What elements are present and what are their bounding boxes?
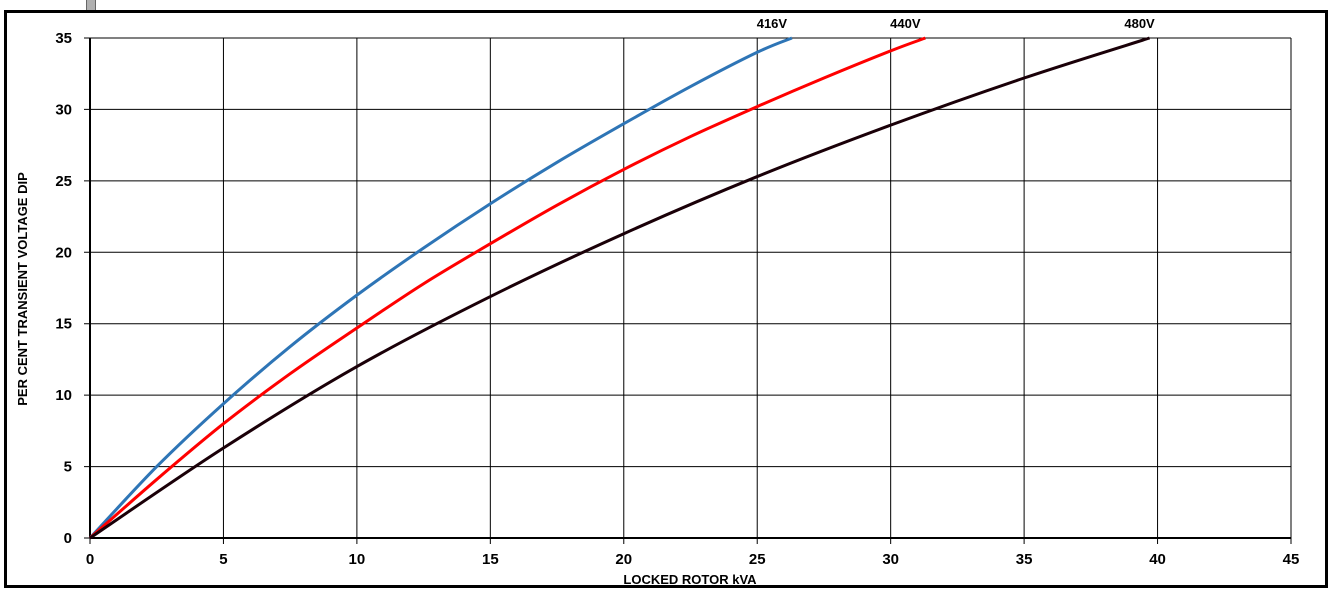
y-tick-label-30: 30 — [55, 101, 72, 118]
x-tick-label-25: 25 — [749, 551, 766, 568]
x-tick-label-0: 0 — [86, 551, 94, 568]
x-tick-label-15: 15 — [482, 551, 499, 568]
series-line-440V — [89, 36, 926, 540]
series-line-480V — [89, 36, 1151, 540]
y-tick-label-35: 35 — [55, 30, 72, 47]
y-tick-label-10: 10 — [55, 387, 72, 404]
y-tick-label-25: 25 — [55, 173, 72, 190]
x-tick-label-30: 30 — [882, 551, 899, 568]
chart-frame — [4, 10, 1328, 588]
grid — [84, 37, 1292, 544]
series-label-440V: 440V — [890, 16, 921, 31]
y-tick-label-20: 20 — [55, 244, 72, 261]
series-line-416V — [88, 36, 793, 540]
y-axis-title: PER CENT TRANSIENT VOLTAGE DIP — [15, 172, 30, 406]
x-tick-label-5: 5 — [219, 551, 227, 568]
x-tick-label-45: 45 — [1283, 551, 1300, 568]
series-label-416V: 416V — [757, 16, 788, 31]
series-labels: 416V 440V 480V — [757, 16, 1155, 31]
y-tick-label-0: 0 — [64, 530, 72, 547]
x-tick-label-35: 35 — [1016, 551, 1033, 568]
x-axis-title: LOCKED ROTOR kVA — [623, 572, 757, 587]
window-tab-handle — [86, 0, 96, 12]
y-tick-label-15: 15 — [55, 316, 72, 333]
series-lines — [88, 36, 1151, 540]
y-tick-label-5: 5 — [64, 459, 72, 476]
x-tick-label-40: 40 — [1149, 551, 1166, 568]
series-label-480V: 480V — [1124, 16, 1155, 31]
tick-labels: 0 5 10 15 20 25 30 35 40 45 0 5 10 15 20 25 30 35 — [55, 30, 1299, 568]
x-tick-label-10: 10 — [349, 551, 366, 568]
x-tick-label-20: 20 — [615, 551, 632, 568]
